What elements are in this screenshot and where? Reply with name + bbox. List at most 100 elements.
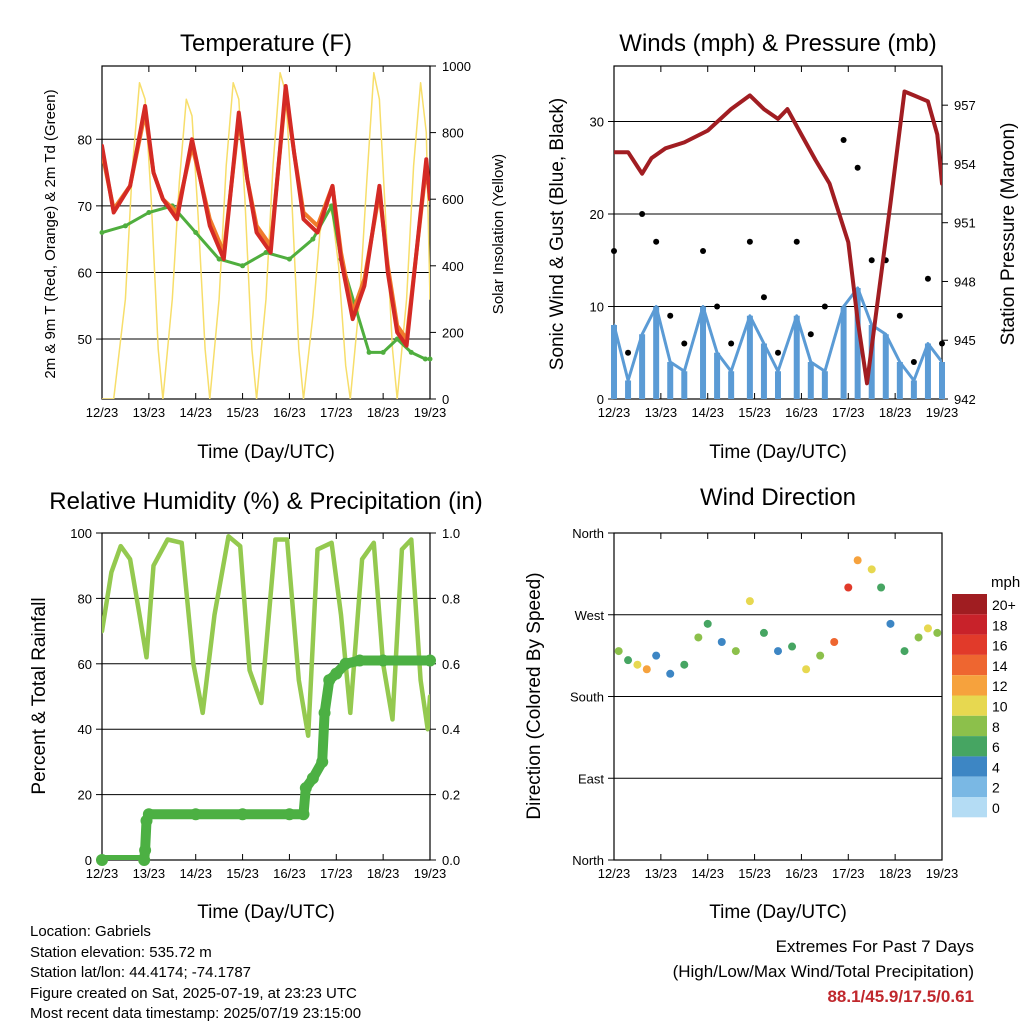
direction-point (802, 665, 811, 674)
dewpoint-point (240, 263, 246, 269)
precip-point (297, 808, 310, 821)
gust-point (700, 248, 707, 254)
y-tick-label: 0 (597, 392, 604, 407)
x-tick-label: 12/23 (86, 866, 119, 881)
direction-title: Wind Direction (700, 484, 856, 511)
gust-point (639, 211, 646, 217)
gust-point (714, 303, 721, 310)
legend-label: 14 (992, 658, 1008, 674)
precip-point (299, 782, 312, 795)
gust-point (793, 238, 800, 245)
direction-point (923, 624, 932, 633)
y-tick-label: West (575, 608, 605, 623)
direction-point (745, 597, 754, 606)
gust-point (868, 257, 875, 264)
precip-point (377, 654, 390, 667)
x-tick-label: 19/23 (926, 866, 959, 881)
direction-point (731, 647, 740, 656)
direction-point (666, 669, 675, 678)
precip-point (339, 657, 352, 670)
x-tick-label: 13/23 (133, 866, 166, 881)
y-tick-label: 80 (78, 132, 92, 147)
temperature-ylabel-right: Solar Insolation (Yellow) (490, 154, 507, 314)
legend-unit: mph (991, 574, 1020, 591)
precip-point (138, 854, 151, 866)
x-tick-label: 19/23 (414, 866, 447, 881)
y-tick-label: 70 (78, 199, 92, 214)
y-tick-right-label: 0.8 (442, 591, 460, 606)
dewpoint-point (394, 336, 400, 342)
y-tick-label: South (570, 690, 604, 705)
legend-swatch (952, 594, 987, 615)
y-tick-label: 20 (590, 207, 604, 222)
direction-point (774, 647, 782, 656)
y-tick-label: 40 (78, 722, 92, 737)
dewpoint-point (146, 210, 152, 216)
precip-point (283, 808, 296, 821)
station-location: Location: Gabriels (30, 923, 151, 940)
direction-point (877, 583, 886, 592)
direction-point (830, 638, 839, 646)
legend-label: 2 (992, 780, 1000, 796)
legend-swatch (952, 756, 987, 777)
gust-point (760, 294, 767, 301)
y-tick-right-label: 0.4 (442, 722, 460, 737)
x-tick-label: 17/23 (832, 866, 865, 881)
precip-point (189, 808, 202, 821)
y-tick-label: 80 (78, 591, 92, 606)
precip-point (306, 772, 319, 785)
direction-point (614, 647, 623, 656)
series-precip (102, 655, 430, 860)
gust-point (910, 359, 917, 365)
dewpoint-point (216, 256, 222, 262)
y-tick-right-label: 800 (442, 126, 464, 141)
x-tick-label: 16/23 (273, 866, 306, 881)
precip-point (330, 667, 343, 680)
humidity-xlabel: Time (Day/UTC) (197, 902, 335, 923)
precip-point (236, 808, 249, 821)
recent-data-timestamp: Most recent data timestamp: 2025/07/19 2… (30, 1005, 362, 1022)
direction-point (788, 642, 797, 651)
dewpoint-point (427, 356, 433, 362)
direction-point (680, 660, 689, 669)
x-tick-label: 15/23 (738, 405, 771, 420)
direction-point (703, 619, 712, 628)
x-tick-label: 19/23 (414, 405, 447, 420)
x-tick-label: 17/23 (832, 405, 865, 420)
direction-point (694, 633, 703, 642)
temperature-title: Temperature (F) (180, 30, 352, 57)
temperature-xlabel: Time (Day/UTC) (197, 442, 335, 463)
y-tick-right-label: 1.0 (442, 526, 460, 541)
dewpoint-point (263, 249, 269, 255)
gust-point (667, 312, 674, 319)
legend-label: 8 (992, 719, 1000, 735)
legend-label: 0 (992, 800, 1000, 816)
direction-xlabel: Time (Day/UTC) (709, 902, 847, 923)
dewpoint-point (122, 223, 128, 229)
dewpoint-point (99, 230, 105, 235)
legend-swatch (952, 776, 987, 797)
legend-label: 4 (992, 759, 1000, 775)
y-tick-right-label: 951 (954, 216, 976, 231)
x-tick-label: 15/23 (226, 405, 259, 420)
extremes-values: 88.1/45.9/17.5/0.61 (827, 987, 974, 1006)
station-elevation: Station elevation: 535.72 m (30, 943, 212, 961)
y-tick-right-label: 942 (954, 392, 976, 407)
legend-swatch (952, 654, 987, 676)
direction-point (853, 556, 862, 565)
x-tick-label: 12/23 (86, 405, 119, 420)
y-tick-right-label: 957 (954, 98, 976, 113)
x-tick-label: 18/23 (879, 866, 912, 881)
y-tick-label: 100 (70, 526, 92, 541)
extremes-title: Extremes For Past 7 Days (775, 937, 974, 956)
precip-point (318, 706, 331, 719)
humidity-ylabel-left: Percent & Total Rainfall (29, 597, 50, 794)
dewpoint-point (193, 230, 199, 235)
direction-point (886, 619, 895, 628)
x-tick-label: 18/23 (367, 866, 400, 881)
dewpoint-point (310, 236, 316, 242)
x-tick-label: 18/23 (367, 405, 400, 420)
station-info: Location: Gabriels Station elevation: 53… (30, 922, 361, 1025)
speed-legend: mph 20+ 18 16 14 12 10 8 6 4 2 0 (952, 574, 1020, 818)
precip-point (142, 808, 155, 821)
